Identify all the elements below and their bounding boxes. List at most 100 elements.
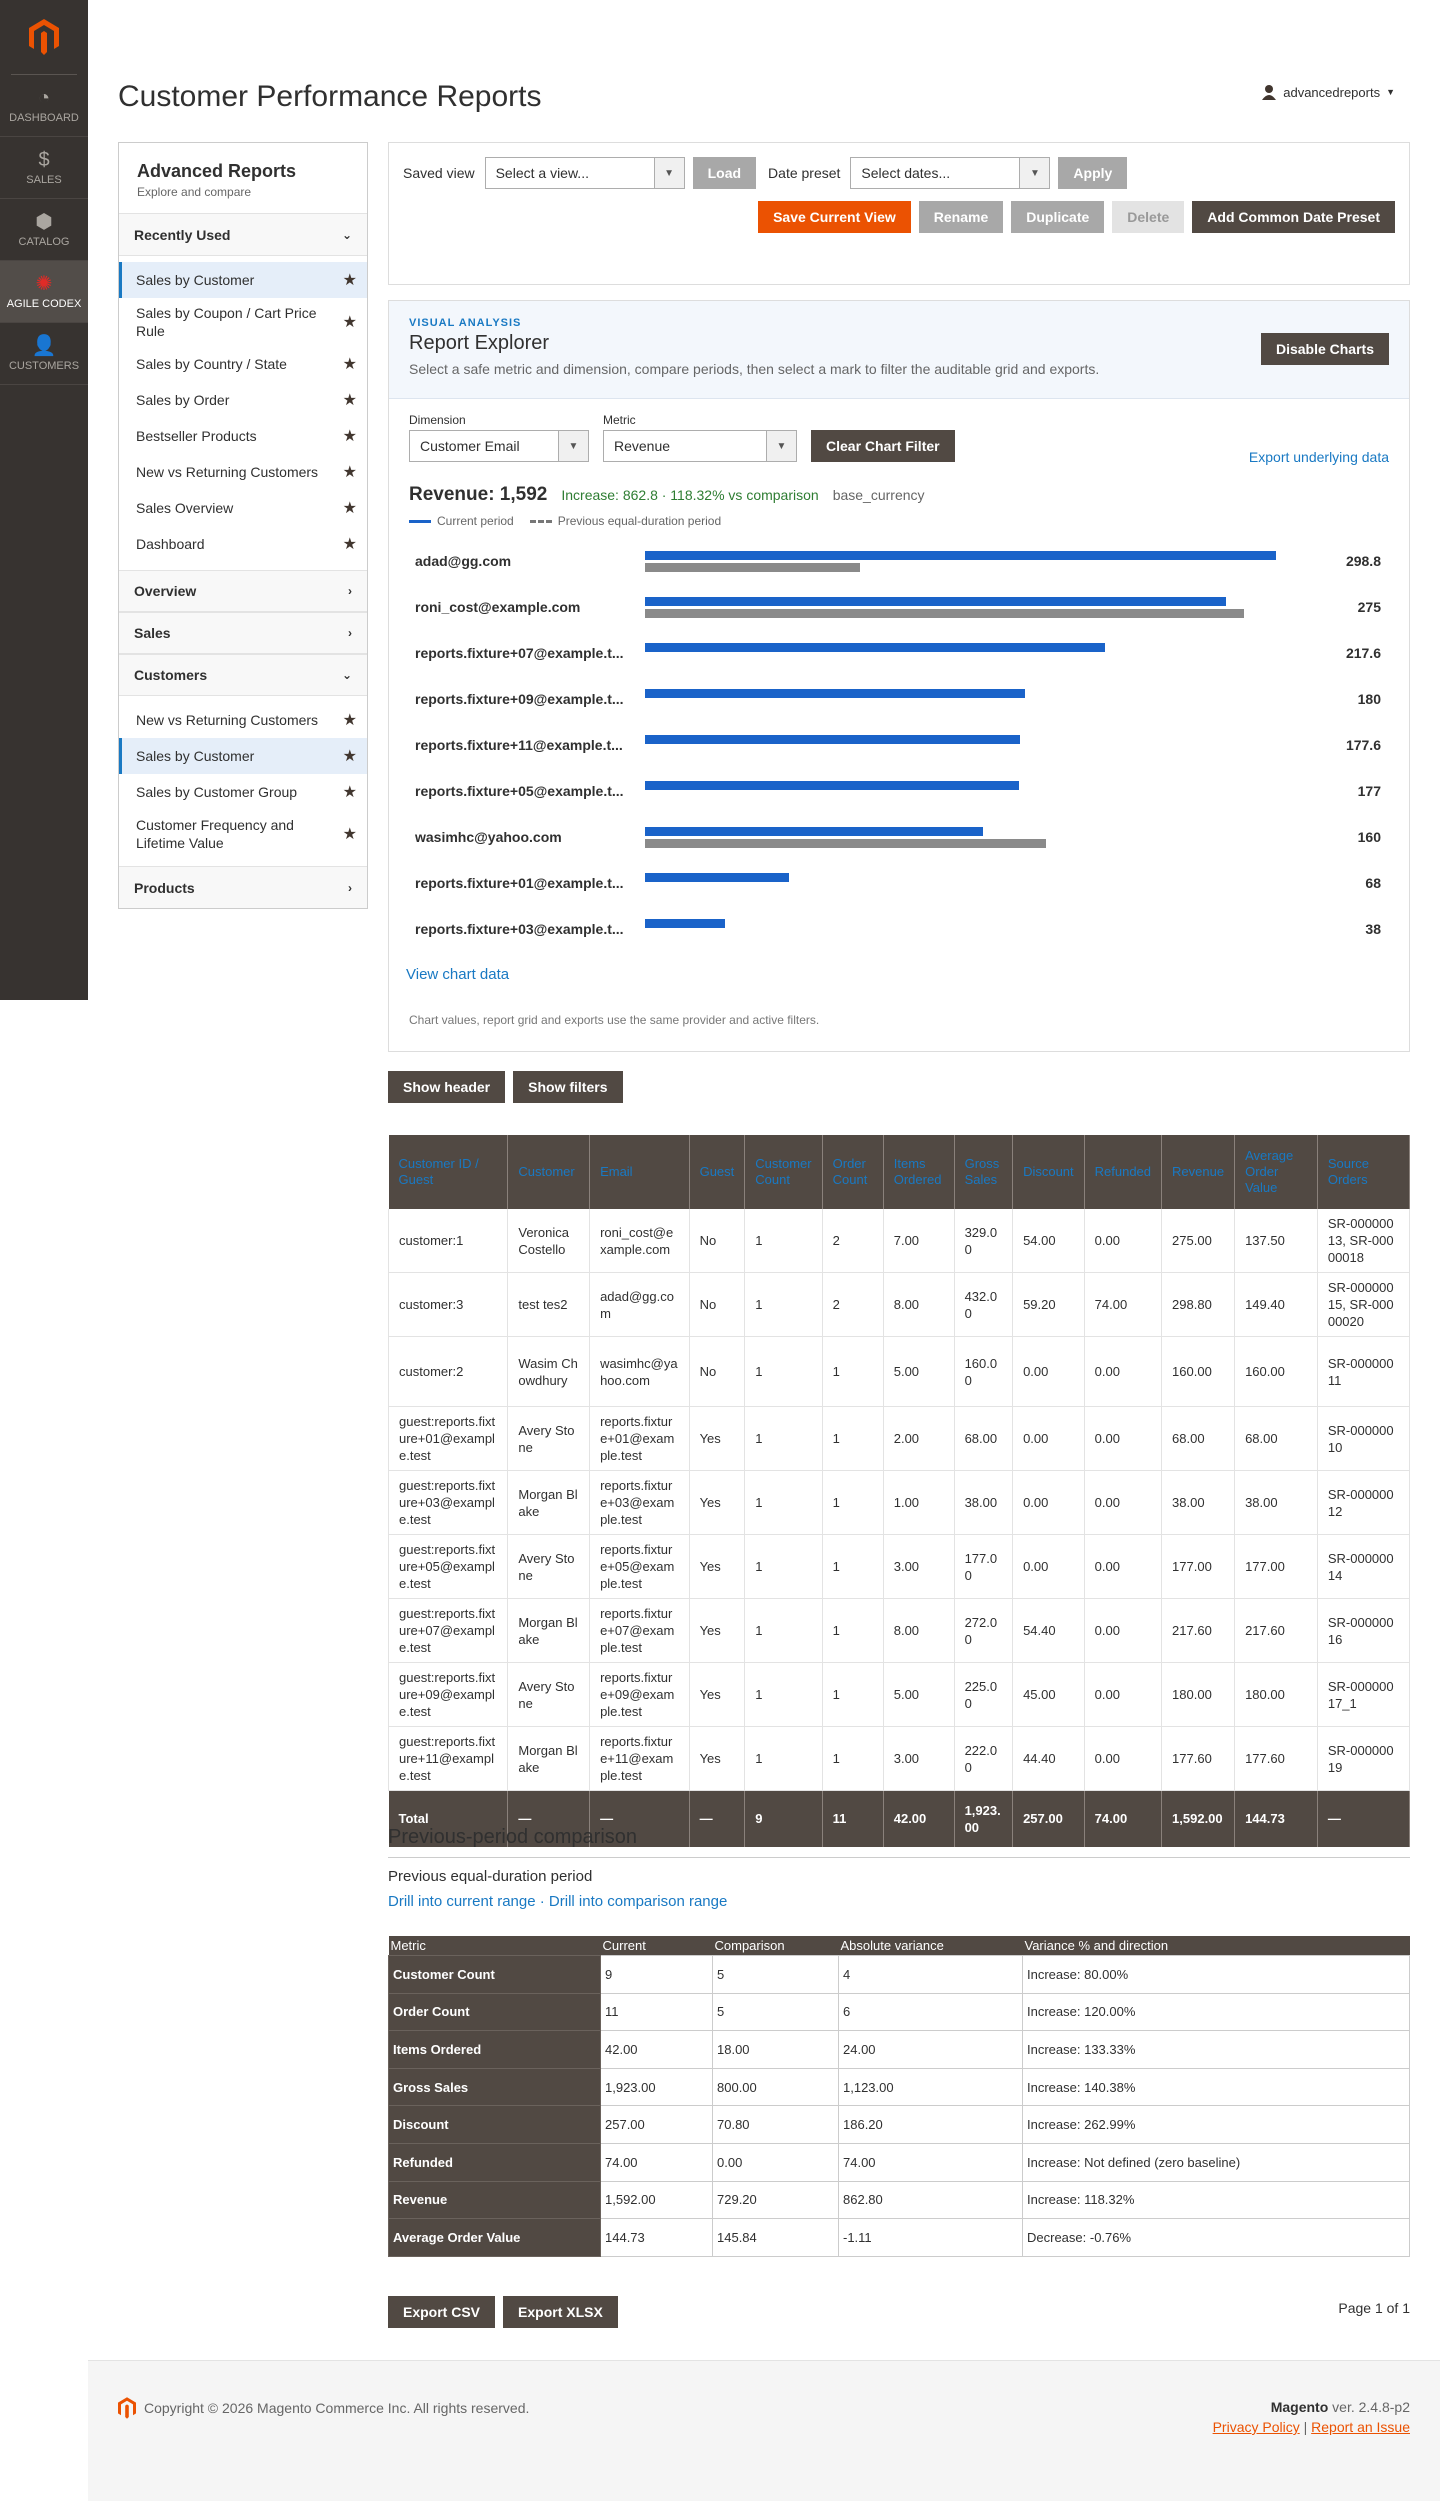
table-cell: 1 [744, 1272, 823, 1337]
star-icon[interactable]: ★ [342, 428, 357, 445]
column-header[interactable]: Customer ID / Guest [388, 1135, 509, 1209]
column-header[interactable]: Source Orders [1317, 1135, 1411, 1209]
sidebar-item[interactable]: Sales Overview ★ [119, 490, 367, 526]
sidebar-item[interactable]: New vs Returning Customers ★ [119, 702, 367, 738]
saved-view-select[interactable]: Select a view... ▼ [484, 157, 685, 189]
group-products[interactable]: Products › [119, 866, 367, 908]
bar-row[interactable]: reports.fixture+05@example.t... 177 [409, 772, 1389, 818]
drill-comparison-link[interactable]: Drill into comparison range [548, 1893, 728, 1910]
column-header[interactable]: Revenue [1161, 1135, 1236, 1209]
bar-current[interactable] [645, 827, 983, 836]
star-icon[interactable]: ★ [342, 356, 357, 373]
user-icon [1262, 85, 1277, 100]
column-header[interactable]: Refunded [1084, 1135, 1163, 1209]
bar-current[interactable] [645, 781, 1019, 790]
bar-row[interactable]: reports.fixture+07@example.t... 217.6 [409, 634, 1389, 680]
show-header-button[interactable]: Show header [388, 1071, 506, 1103]
magento-logo[interactable] [11, 0, 77, 75]
table-cell: 0.00 [1084, 1662, 1163, 1727]
bar-row[interactable]: reports.fixture+01@example.t... 68 [409, 864, 1389, 910]
delete-button[interactable]: Delete [1112, 201, 1185, 233]
column-header[interactable]: Items Ordered [883, 1135, 955, 1209]
sidebar-item[interactable]: Sales by Coupon / Cart Price Rule ★ [119, 298, 367, 346]
column-header[interactable]: Average Order Value [1234, 1135, 1318, 1209]
bar-current[interactable] [645, 689, 1026, 698]
star-icon[interactable]: ★ [342, 748, 357, 765]
bar-row[interactable]: reports.fixture+03@example.t... 38 [409, 910, 1389, 956]
sidebar-item[interactable]: Sales by Country / State ★ [119, 346, 367, 382]
privacy-policy-link[interactable]: Privacy Policy [1212, 2419, 1300, 2435]
bar-previous[interactable] [645, 839, 1046, 848]
bar-row[interactable]: roni_cost@example.com 275 [409, 588, 1389, 634]
bar-previous[interactable] [645, 609, 1245, 618]
apply-button[interactable]: Apply [1058, 157, 1128, 189]
date-preset-select[interactable]: Select dates... ▼ [850, 157, 1051, 189]
bar-current[interactable] [645, 735, 1021, 744]
nav-item-agile-codex[interactable]: ✺ AGILE CODEX [0, 261, 88, 323]
sidebar-item[interactable]: Customer Frequency and Lifetime Value ★ [119, 810, 367, 858]
comparison-cell: 9 [600, 1955, 713, 1994]
show-filters-button[interactable]: Show filters [513, 1071, 623, 1103]
group-overview[interactable]: Overview › [119, 570, 367, 612]
export-xlsx-button[interactable]: Export XLSX [503, 2296, 618, 2328]
sidebar-item[interactable]: Sales by Customer Group ★ [119, 774, 367, 810]
sidebar-item[interactable]: Sales by Customer ★ [119, 262, 367, 298]
star-icon[interactable]: ★ [342, 464, 357, 481]
save-current-view-button[interactable]: Save Current View [758, 201, 911, 233]
table-cell: 0.00 [1084, 1470, 1163, 1535]
star-icon[interactable]: ★ [342, 784, 357, 801]
bar-row[interactable]: reports.fixture+11@example.t... 177.6 [409, 726, 1389, 772]
bar-current[interactable] [645, 919, 726, 928]
nav-item-sales[interactable]: $ SALES [0, 137, 88, 199]
bar-current[interactable] [645, 597, 1226, 606]
star-icon[interactable]: ★ [342, 272, 357, 289]
group-sales[interactable]: Sales › [119, 612, 367, 654]
column-header[interactable]: Customer [507, 1135, 591, 1209]
star-icon[interactable]: ★ [342, 392, 357, 409]
column-header[interactable]: Discount [1012, 1135, 1085, 1209]
nav-item-catalog[interactable]: ⬢ CATALOG [0, 199, 88, 261]
sidebar-item[interactable]: New vs Returning Customers ★ [119, 454, 367, 490]
report-issue-link[interactable]: Report an Issue [1311, 2419, 1410, 2435]
nav-item-customers[interactable]: 👤 CUSTOMERS [0, 323, 88, 385]
sidebar-item[interactable]: Sales by Order ★ [119, 382, 367, 418]
column-header[interactable]: Gross Sales [954, 1135, 1014, 1209]
column-header[interactable]: Email [589, 1135, 690, 1209]
bar-row[interactable]: adad@gg.com 298.8 [409, 542, 1389, 588]
view-chart-data-link[interactable]: View chart data [406, 966, 510, 983]
star-icon[interactable]: ★ [342, 500, 357, 517]
duplicate-button[interactable]: Duplicate [1011, 201, 1105, 233]
bar-current[interactable] [645, 643, 1105, 652]
star-icon[interactable]: ★ [342, 826, 357, 843]
metric-select[interactable]: Revenue ▼ [603, 430, 797, 462]
sidebar-item[interactable]: Sales by Customer ★ [119, 738, 367, 774]
nav-item-dashboard[interactable]: ◔ DASHBOARD [0, 75, 88, 137]
bar-current[interactable] [645, 873, 789, 882]
star-icon[interactable]: ★ [342, 536, 357, 553]
user-menu[interactable]: advancedreports ▼ [1261, 84, 1395, 100]
sidebar-item[interactable]: Dashboard ★ [119, 526, 367, 562]
drill-current-link[interactable]: Drill into current range [388, 1893, 536, 1910]
table-cell: 432.00 [954, 1272, 1014, 1337]
bar-row[interactable]: wasimhc@yahoo.com 160 [409, 818, 1389, 864]
clear-chart-filter-button[interactable]: Clear Chart Filter [811, 430, 955, 462]
bar-previous[interactable] [645, 563, 861, 572]
bar-row[interactable]: reports.fixture+09@example.t... 180 [409, 680, 1389, 726]
star-icon[interactable]: ★ [342, 712, 357, 729]
export-csv-button[interactable]: Export CSV [388, 2296, 496, 2328]
disable-charts-button[interactable]: Disable Charts [1260, 333, 1389, 365]
bar-current[interactable] [645, 551, 1277, 560]
export-underlying-data-link[interactable]: Export underlying data [1248, 449, 1389, 465]
dimension-select[interactable]: Customer Email ▼ [409, 430, 589, 462]
group-recently-used[interactable]: Recently Used ⌄ [119, 214, 367, 256]
group-customers[interactable]: Customers ⌄ [119, 654, 367, 696]
table-cell: Morgan Blake [507, 1470, 591, 1535]
rename-button[interactable]: Rename [918, 201, 1004, 233]
add-date-preset-button[interactable]: Add Common Date Preset [1192, 201, 1395, 233]
sidebar-item[interactable]: Bestseller Products ★ [119, 418, 367, 454]
load-button[interactable]: Load [692, 157, 757, 189]
star-icon[interactable]: ★ [342, 314, 357, 331]
column-header[interactable]: Customer Count [744, 1135, 823, 1209]
column-header[interactable]: Order Count [822, 1135, 884, 1209]
column-header[interactable]: Guest [689, 1135, 746, 1209]
